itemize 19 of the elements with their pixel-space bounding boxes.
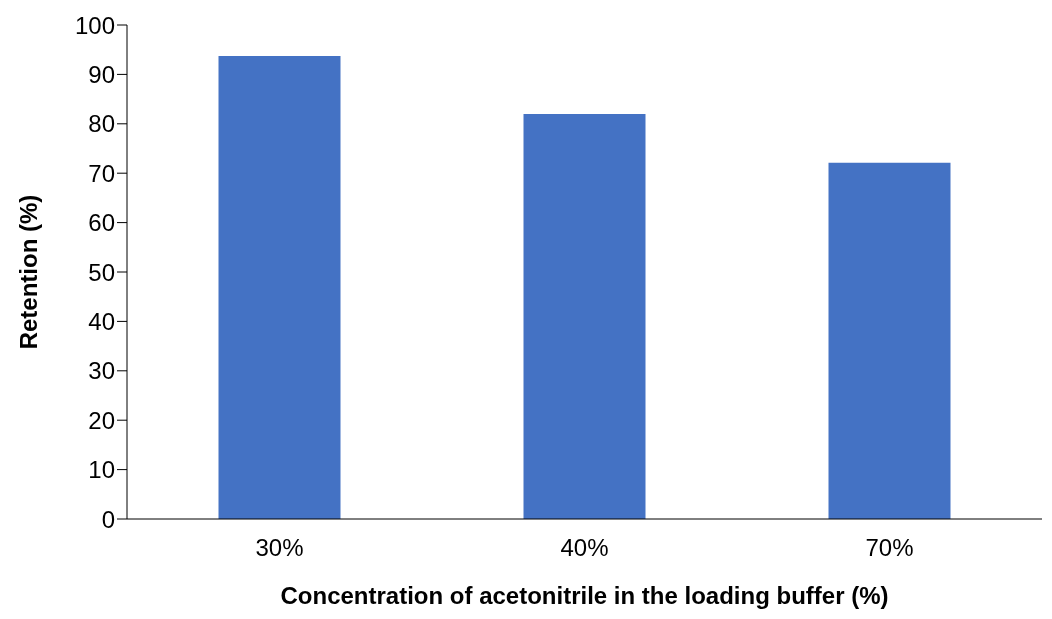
y-tick-label: 90 [88, 60, 115, 88]
y-tick-label: 70 [88, 159, 115, 187]
y-tick-label: 10 [88, 456, 115, 484]
y-tick-label: 80 [88, 110, 115, 138]
y-tick-label: 30 [88, 357, 115, 385]
x-tick-label: 70% [865, 534, 914, 562]
bar [218, 56, 341, 519]
bar [828, 162, 951, 519]
bar [523, 113, 646, 519]
y-tick-label: 100 [74, 11, 115, 39]
y-tick-label: 20 [88, 406, 115, 434]
x-tick-label: 30% [255, 534, 304, 562]
x-axis-title: Concentration of acetonitrile in the loading buffer (%) [280, 582, 889, 609]
x-tick-label: 40% [560, 534, 609, 562]
y-tick-label: 50 [88, 258, 115, 286]
y-tick-label: 60 [88, 209, 115, 237]
y-tick-label: 40 [88, 307, 115, 335]
y-tick-label: 0 [101, 505, 115, 533]
y-axis-title: Retention (%) [14, 194, 42, 350]
